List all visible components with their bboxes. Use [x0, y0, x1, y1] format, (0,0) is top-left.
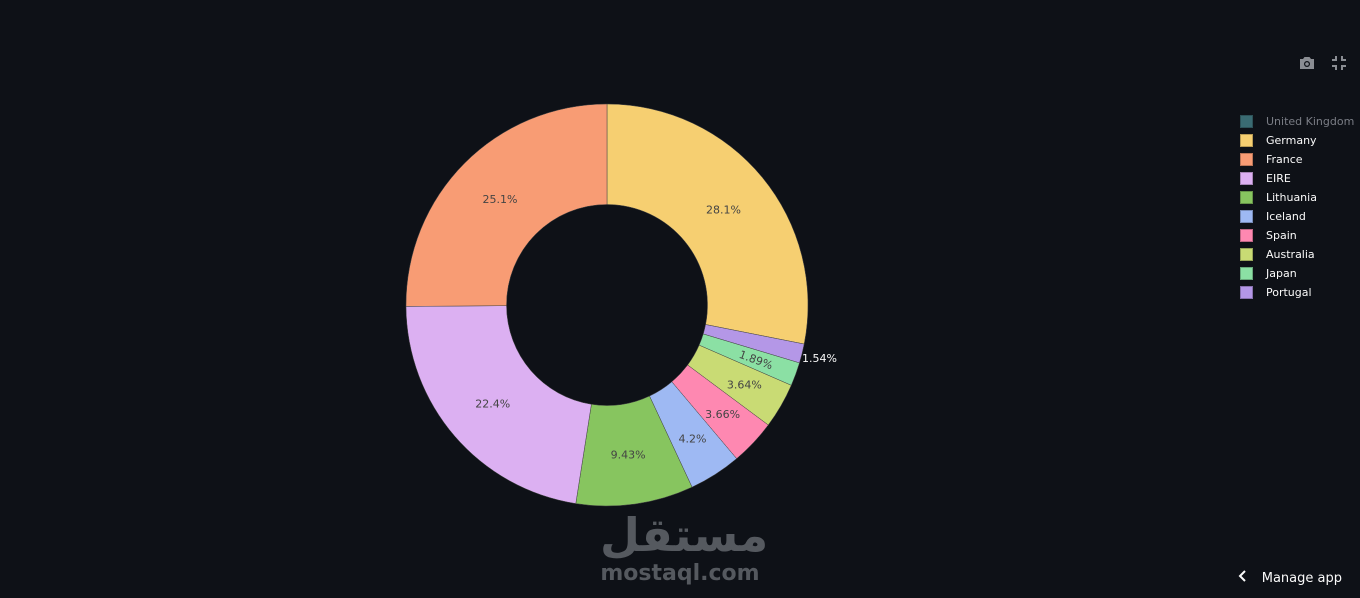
- legend-label: Portugal: [1266, 286, 1312, 299]
- chart-legend: United Kingdom Germany France EIRE Lithuania…: [1240, 112, 1354, 302]
- chart-toolbar: [1298, 54, 1348, 72]
- legend-label: Japan: [1266, 267, 1297, 280]
- legend-label: Iceland: [1266, 210, 1306, 223]
- slice-label: 9.43%: [611, 448, 646, 461]
- exit-fullscreen-icon[interactable]: [1330, 54, 1348, 72]
- slice-label: 4.2%: [679, 433, 707, 446]
- legend-label: Germany: [1266, 134, 1317, 147]
- slice-germany[interactable]: [606, 103, 809, 345]
- legend-label: Spain: [1266, 229, 1297, 242]
- legend-swatch: [1240, 248, 1253, 261]
- legend-item-france[interactable]: France: [1240, 150, 1354, 169]
- legend-swatch: [1240, 115, 1253, 128]
- legend-item-portugal[interactable]: Portugal: [1240, 283, 1354, 302]
- manage-app-label: Manage app: [1261, 570, 1342, 586]
- legend-item-lithuania[interactable]: Lithuania: [1240, 188, 1354, 207]
- legend-swatch: [1240, 134, 1253, 147]
- slice-label: 3.66%: [705, 408, 740, 421]
- watermark-latin: mostaql.com: [600, 561, 760, 586]
- legend-item-australia[interactable]: Australia: [1240, 245, 1354, 264]
- slice-label: 22.4%: [475, 397, 510, 410]
- slice-eire[interactable]: [405, 305, 592, 504]
- slice-label: 28.1%: [706, 203, 741, 216]
- legend-label: Lithuania: [1266, 191, 1317, 204]
- legend-label: United Kingdom: [1266, 115, 1355, 128]
- legend-label: France: [1266, 153, 1303, 166]
- legend-swatch: [1240, 210, 1253, 223]
- legend-item-japan[interactable]: Japan: [1240, 264, 1354, 283]
- watermark-logo: مستقل mostaql.com: [600, 508, 769, 586]
- slice-label: 25.1%: [483, 193, 518, 206]
- legend-swatch: [1240, 286, 1253, 299]
- watermark-arabic: مستقل: [600, 508, 769, 562]
- legend-label: Australia: [1266, 248, 1315, 261]
- camera-icon[interactable]: [1298, 54, 1316, 72]
- legend-swatch: [1240, 172, 1253, 185]
- legend-item-eire[interactable]: EIRE: [1240, 169, 1354, 188]
- legend-item-iceland[interactable]: Iceland: [1240, 207, 1354, 226]
- slice-label: 3.64%: [727, 379, 762, 392]
- legend-item-germany[interactable]: Germany: [1240, 131, 1354, 150]
- chevron-left-icon: [1238, 570, 1248, 586]
- legend-swatch: [1240, 229, 1253, 242]
- legend-item-united-kingdom[interactable]: United Kingdom: [1240, 112, 1354, 131]
- slice-label: 1.54%: [802, 352, 837, 365]
- slice-france[interactable]: [405, 103, 608, 307]
- manage-app-button[interactable]: Manage app: [1238, 570, 1342, 586]
- legend-swatch: [1240, 153, 1253, 166]
- legend-item-spain[interactable]: Spain: [1240, 226, 1354, 245]
- legend-swatch: [1240, 191, 1253, 204]
- legend-swatch: [1240, 267, 1253, 280]
- legend-label: EIRE: [1266, 172, 1291, 185]
